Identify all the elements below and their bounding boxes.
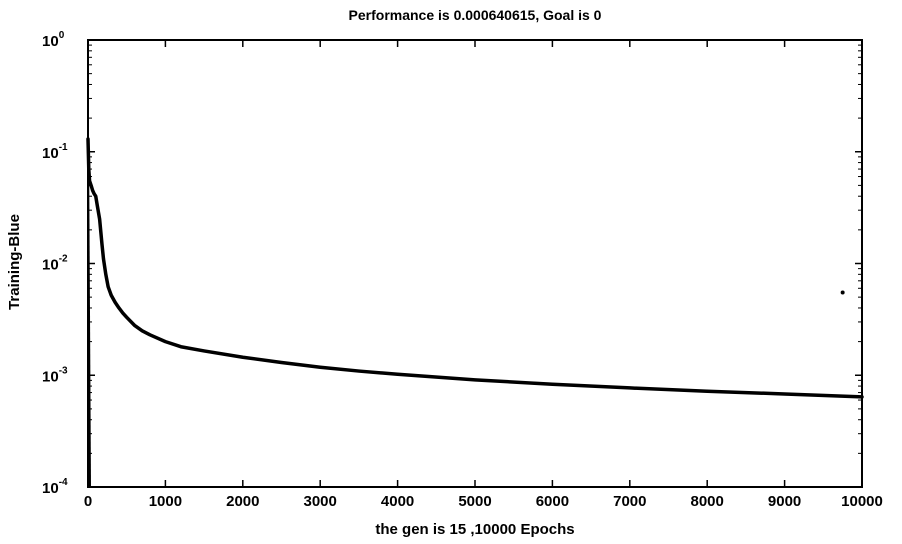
- x-tick-label: 4000: [381, 493, 414, 510]
- x-tick-label: 1000: [149, 493, 182, 510]
- x-tick-label: 3000: [304, 493, 337, 510]
- x-axis-label: the gen is 15 ,10000 Epochs: [375, 521, 574, 538]
- x-tick-label: 0: [84, 493, 92, 510]
- y-tick-label: 10-4: [42, 477, 68, 497]
- x-tick-label: 5000: [458, 493, 491, 510]
- y-tick-label: 10-3: [42, 365, 68, 385]
- series-point-1: [840, 290, 845, 295]
- y-axis-label: Training-Blue: [6, 214, 23, 310]
- series-line-0: [86, 137, 864, 399]
- x-tick-label: 2000: [226, 493, 259, 510]
- plot-area: 0 1000 2000 3000 4000 5000 6000 7000 8000 9000 100…: [42, 30, 883, 510]
- x-tick-label: 10000: [841, 493, 883, 510]
- x-tick-label: 6000: [536, 493, 569, 510]
- y-tick-label: 10-2: [42, 254, 68, 274]
- x-tick-label: 9000: [768, 493, 801, 510]
- series-start-spike: [87, 139, 91, 488]
- y-tick-label: 10-1: [42, 142, 68, 162]
- y-tick-label: 100: [42, 30, 65, 50]
- x-tick-label: 7000: [613, 493, 646, 510]
- chart-title: Performance is 0.000640615, Goal is 0: [349, 7, 602, 23]
- plot-frame: [87, 39, 863, 488]
- x-tick-label: 8000: [691, 493, 724, 510]
